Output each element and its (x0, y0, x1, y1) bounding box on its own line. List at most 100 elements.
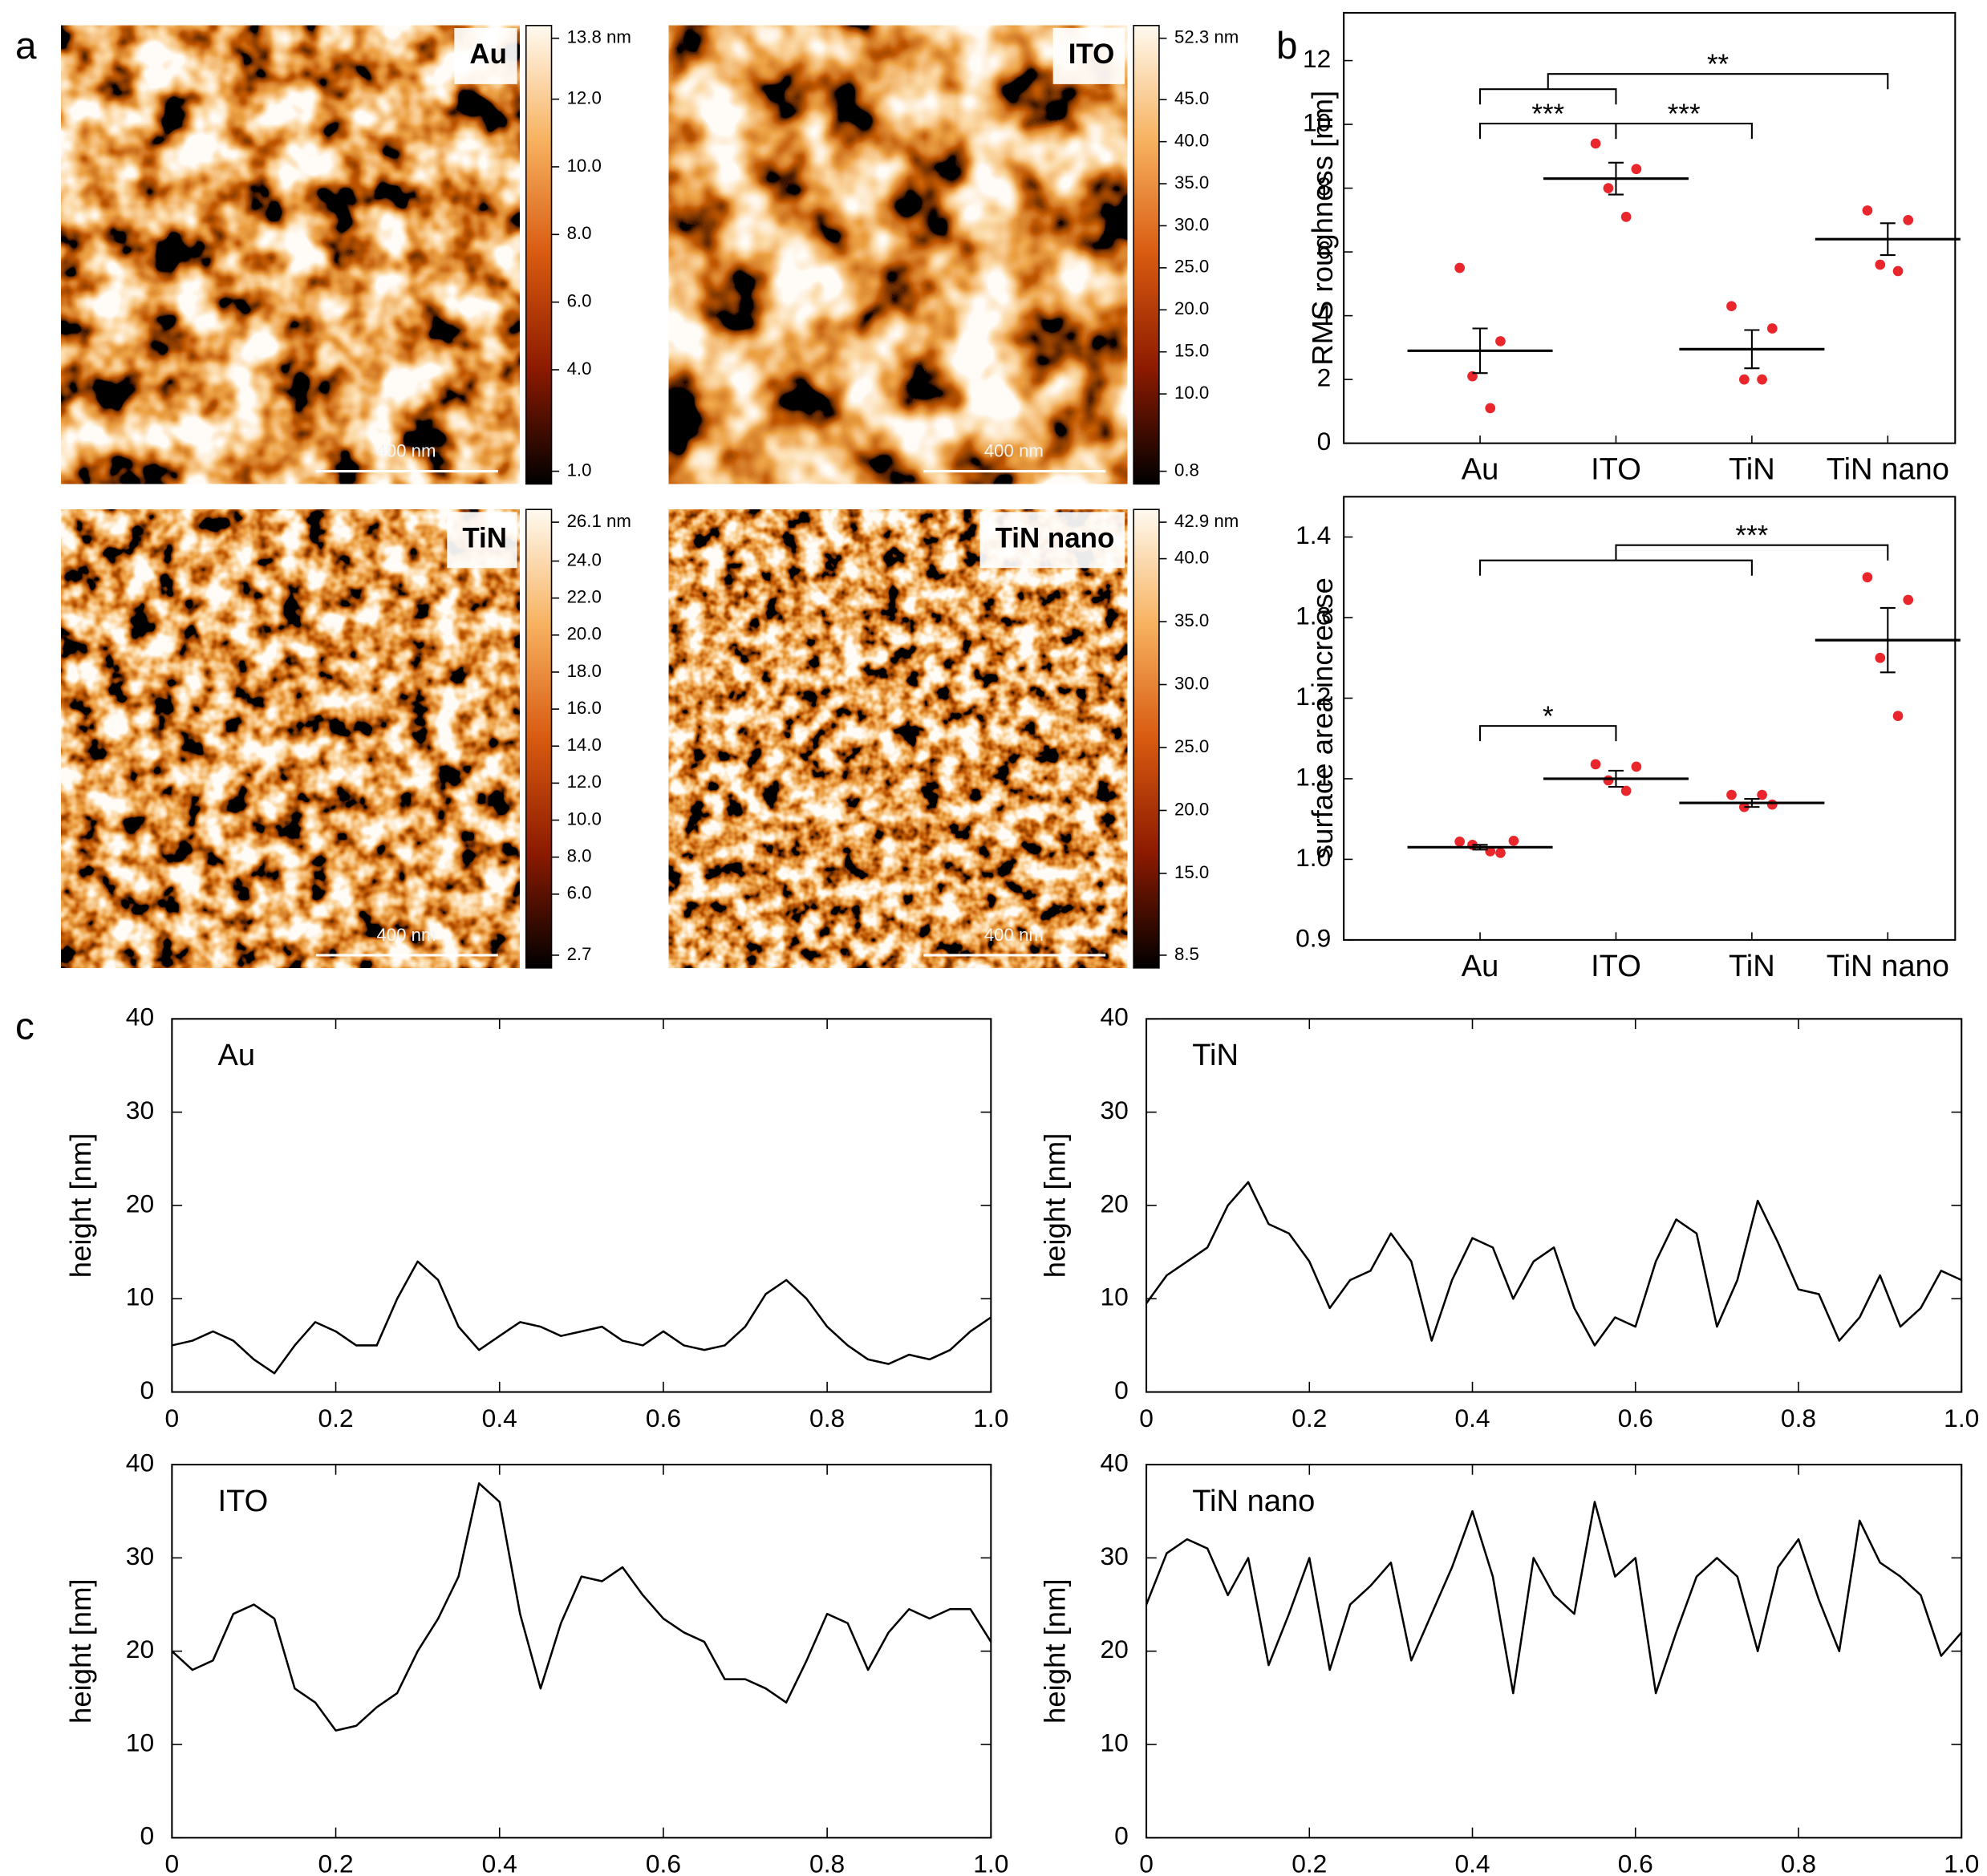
x-tick-label: 0.6 (1618, 1404, 1653, 1432)
error-bar (1472, 327, 1488, 375)
bracket (1615, 123, 1753, 140)
colorbar-tick-label: 15.0 (1174, 862, 1209, 882)
bracket (1479, 559, 1753, 576)
data-point (1495, 336, 1506, 346)
y-tick-label: 1.0 (1296, 843, 1331, 872)
y-tick-label: 1.3 (1296, 601, 1331, 630)
data-point (1757, 789, 1767, 800)
plot-label: TiN (1192, 1039, 1239, 1072)
data-point (1903, 215, 1914, 225)
y-tick-label: 10 (1100, 1282, 1128, 1311)
colorbar-tick-label: 20.0 (1174, 799, 1209, 819)
error-bar (1880, 606, 1896, 674)
plot-frame (1343, 11, 1957, 444)
x-tick-label: 0.8 (809, 1404, 845, 1432)
colorbar-tick-label: 40.0 (1174, 131, 1209, 151)
colorbar-tick-label: 2.7 (567, 944, 592, 964)
afm-image (61, 509, 520, 968)
data-point (1495, 848, 1506, 858)
y-tick-label: 0 (140, 1821, 154, 1850)
error-bar (1608, 769, 1624, 788)
scalebar-label: 400 nm (984, 441, 1044, 461)
afm-image (668, 25, 1128, 484)
bracket (1615, 544, 1889, 561)
significance: *** (1531, 99, 1564, 130)
data-point (1739, 801, 1750, 812)
colorbar-tick-label: 13.8 nm (567, 27, 631, 47)
error-bar (1880, 222, 1896, 257)
data-point (1485, 846, 1496, 857)
data-point (1590, 138, 1601, 149)
significance: *** (1668, 99, 1701, 130)
colorbar-tick-label: 10.0 (567, 156, 602, 176)
y-axis-label: surface area increase (1306, 577, 1339, 859)
data-point (1454, 836, 1465, 847)
y-tick-label: 1.2 (1296, 682, 1331, 711)
x-tick-label: 0.4 (482, 1404, 517, 1432)
y-axis-label: height [nm] (1039, 1133, 1072, 1278)
colorbar-tick-label: 12.0 (567, 772, 602, 792)
plot-label: ITO (218, 1485, 269, 1518)
colorbar-tick-label: 10.0 (1174, 383, 1209, 403)
x-tick-label: TiN (1729, 453, 1775, 487)
colorbar-tick-label: 35.0 (1174, 172, 1209, 192)
y-tick-label: 2 (1317, 363, 1332, 392)
colorbar-tick-label: 30.0 (1174, 214, 1209, 234)
x-tick-label: 0.6 (646, 1850, 681, 1876)
x-tick-label: 0.4 (1454, 1850, 1490, 1876)
colorbar (525, 25, 553, 485)
y-tick-label: 10 (1100, 1728, 1128, 1756)
x-tick-label: 0.4 (1454, 1404, 1490, 1432)
scalebar-label: 400 nm (984, 925, 1044, 945)
colorbar-tick-label: 0.8 (1174, 460, 1199, 480)
x-tick-label: TiN nano (1827, 950, 1949, 983)
x-tick-label: TiN (1729, 950, 1775, 983)
x-tick-label: 0.8 (1781, 1850, 1816, 1876)
data-point (1892, 265, 1904, 277)
y-tick-label: 0 (1114, 1821, 1129, 1850)
y-tick-label: 30 (126, 1096, 154, 1124)
colorbar-tick-label: 52.3 nm (1174, 27, 1239, 47)
label-box (979, 512, 1125, 569)
data-point (1590, 759, 1601, 770)
scalebar-label: 400 nm (376, 925, 436, 945)
y-axis-label: height [nm] (64, 1578, 97, 1724)
y-tick-label: 20 (126, 1189, 154, 1218)
y-tick-label: 6 (1317, 235, 1332, 264)
x-tick-label: 0.2 (1292, 1404, 1327, 1432)
data-point (1766, 799, 1778, 810)
colorbar-tick-label: 25.0 (1174, 736, 1209, 756)
colorbar-tick-label: 25.0 (1174, 257, 1209, 277)
colorbar-tick-label: 15.0 (1174, 341, 1209, 361)
x-tick-label: 0.4 (482, 1850, 517, 1876)
colorbar (525, 509, 553, 969)
y-tick-label: 30 (1100, 1096, 1128, 1124)
x-tick-label: 0.6 (646, 1404, 681, 1432)
x-tick-label: 0 (1139, 1850, 1154, 1876)
plot-frame (1343, 496, 1957, 941)
profile-line (1145, 1501, 1963, 1695)
y-tick-label: 0.9 (1296, 923, 1331, 952)
image-label: TiN nano (996, 523, 1115, 554)
x-tick-label: 0.6 (1618, 1850, 1653, 1876)
colorbar-tick-label: 22.0 (567, 587, 602, 607)
colorbar-tick-label: 20.0 (1174, 298, 1209, 318)
profile-line (1146, 1181, 1962, 1347)
colorbar-tick-label: 8.5 (1174, 944, 1199, 964)
y-tick-label: 30 (126, 1542, 154, 1570)
x-tick-label: 0.2 (318, 1850, 353, 1876)
y-tick-label: 30 (1100, 1542, 1128, 1570)
error-bar (1744, 329, 1760, 370)
y-tick-label: 8 (1317, 172, 1332, 201)
y-tick-label: 20 (126, 1635, 154, 1663)
afm-image (61, 25, 520, 484)
significance: ** (1707, 49, 1730, 80)
colorbar-tick-label: 4.0 (567, 359, 592, 379)
bracket (1547, 73, 1889, 90)
data-point (1620, 212, 1632, 222)
data-point (1508, 835, 1519, 846)
image-label: Au (469, 38, 507, 70)
colorbar (1133, 509, 1160, 969)
